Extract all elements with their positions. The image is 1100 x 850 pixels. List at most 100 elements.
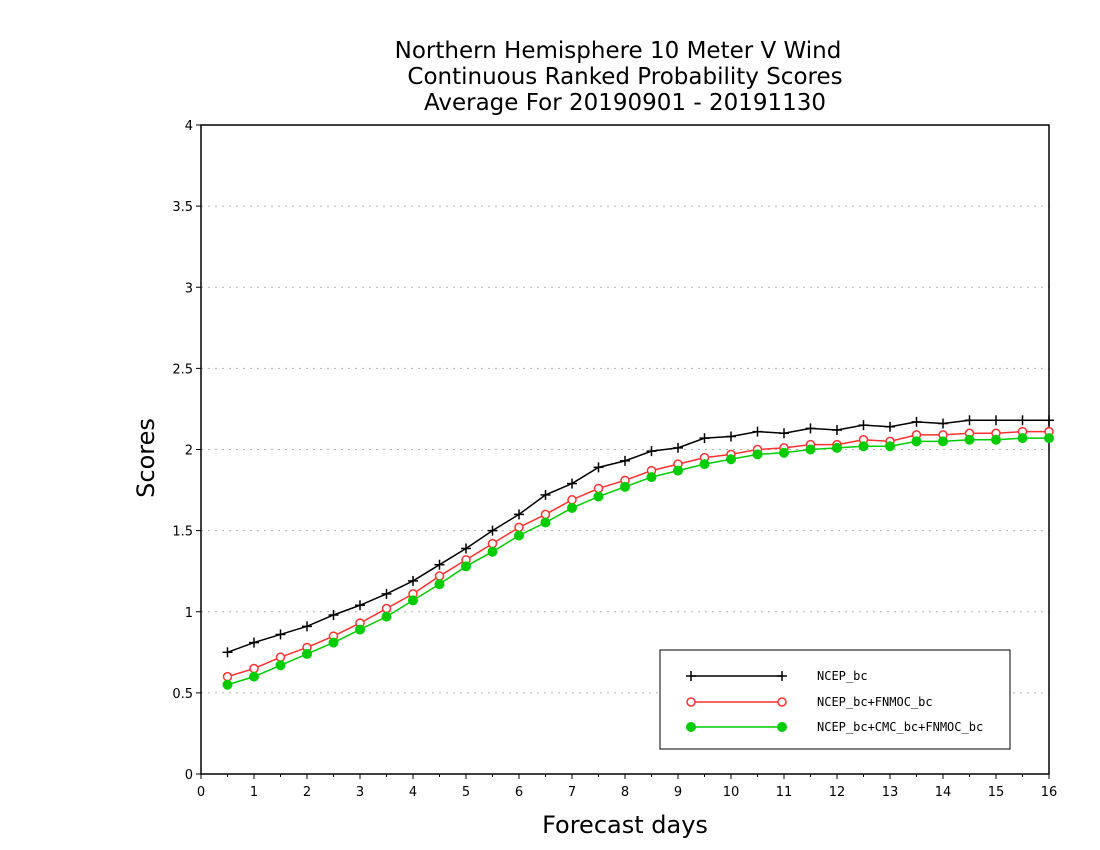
series-2-point-22	[805, 444, 816, 455]
chart-title-line-1: Northern Hemisphere 10 Meter V Wind	[395, 38, 842, 64]
series-1-point-13	[567, 495, 577, 505]
series-2-point-17	[673, 465, 683, 476]
grid-lines	[201, 205, 1049, 694]
series-2-point-14	[593, 491, 604, 502]
y-tick-label-5: 2.5	[172, 362, 193, 377]
series-2-point-2	[275, 660, 286, 671]
series-0-point-3	[302, 621, 312, 632]
series-0-point-26	[911, 416, 922, 427]
series-0-point-23	[832, 425, 842, 436]
legend-entry-0: NCEP_bc	[686, 669, 868, 683]
y-tick-label-1: 0.5	[172, 687, 193, 702]
series-2-point-6	[381, 611, 392, 622]
series-2	[222, 433, 1054, 690]
series-0-point-8	[434, 559, 445, 570]
series-2-point-13	[567, 502, 577, 513]
series-0	[222, 415, 1054, 658]
x-tick-label-2: 2	[303, 785, 311, 800]
series-0-point-19	[726, 431, 736, 442]
series-2-point-16	[646, 472, 657, 483]
x-tick-label-9: 9	[674, 785, 682, 800]
series-2-point-21	[779, 447, 789, 458]
series-0-point-12	[540, 489, 551, 500]
series-0-point-31	[1044, 415, 1054, 426]
series-2-point-30	[1017, 433, 1028, 444]
series-2-point-8	[434, 579, 445, 590]
series-0-point-17	[673, 442, 683, 453]
legend-marker-left-1	[686, 697, 696, 707]
series-0-point-24	[858, 420, 869, 431]
series-2-point-25	[885, 441, 895, 452]
series-1-point-0	[222, 671, 233, 682]
series-0-point-2	[275, 629, 286, 640]
y-tick-label-4: 2	[185, 444, 193, 459]
chart-title-line-3: Average For 20190901 - 20191130	[424, 90, 826, 116]
series-0-point-22	[805, 423, 816, 434]
series-2-point-12	[540, 517, 551, 528]
series-0-point-13	[567, 478, 577, 489]
x-tick-label-6: 6	[515, 785, 523, 800]
series-0-point-28	[964, 415, 975, 426]
series-2-point-31	[1044, 433, 1054, 444]
series-1-point-14	[593, 483, 604, 494]
series-0-point-1	[249, 637, 259, 648]
x-tick-label-8: 8	[621, 785, 629, 800]
legend-label-0: NCEP_bc	[817, 669, 868, 683]
series-2-point-15	[620, 481, 630, 492]
series-0-point-21	[779, 428, 789, 439]
y-tick-label-7: 3.5	[172, 200, 193, 215]
legend-label-2: NCEP_bc+CMC_bc+FNMOC_bc	[817, 720, 983, 734]
series-0-point-18	[699, 433, 710, 444]
x-tick-label-3: 3	[356, 785, 364, 800]
legend-marker-right-0	[777, 671, 787, 681]
series-2-point-11	[514, 530, 524, 541]
series-0-point-6	[381, 588, 392, 599]
series-0-point-4	[328, 609, 339, 620]
series-0-point-30	[1017, 415, 1028, 426]
series-line-0	[227, 419, 1049, 654]
series-2-point-26	[911, 436, 922, 447]
y-tick-label-0: 0	[185, 768, 193, 783]
y-tick-label-3: 1.5	[172, 525, 193, 540]
series-1-point-12	[540, 509, 551, 520]
series-0-point-7	[408, 575, 418, 586]
x-tick-label-11: 11	[776, 785, 793, 800]
series-1-point-2	[275, 652, 286, 662]
series-0-point-27	[938, 418, 948, 429]
legend-marker-left-2	[686, 722, 696, 732]
series-0-point-25	[885, 421, 895, 432]
series-2-point-20	[752, 449, 763, 460]
series-0-point-15	[620, 455, 630, 466]
x-axis: 0 1 2 3 4 5 6 7 8 9 10 11 12 13 14 15 16	[197, 774, 1057, 800]
series-2-point-18	[699, 459, 710, 470]
series-2-point-3	[302, 648, 312, 659]
series-2-point-29	[991, 434, 1001, 445]
x-tick-label-13: 13	[882, 785, 899, 800]
legend: NCEP_bc NCEP_bc+FNMOC_bc NCEP_bc+CMC_bc+FN…	[659, 649, 1011, 750]
series-0-point-11	[514, 509, 524, 520]
x-tick-label-10: 10	[723, 785, 740, 800]
series-1-point-6	[381, 603, 392, 614]
series-1-point-8	[434, 571, 445, 581]
legend-marker-right-2	[777, 722, 787, 732]
legend-box	[659, 649, 1011, 750]
x-tick-label-7: 7	[568, 785, 576, 800]
series-2-point-28	[964, 434, 975, 445]
x-tick-label-12: 12	[829, 785, 846, 800]
x-tick-label-1: 1	[250, 785, 258, 800]
legend-label-1: NCEP_bc+FNMOC_bc	[817, 695, 933, 709]
series-0-point-20	[752, 426, 763, 437]
legend-entry-1: NCEP_bc+FNMOC_bc	[686, 695, 933, 709]
series-0-point-14	[593, 462, 604, 473]
series-2-point-24	[858, 441, 869, 452]
series-0-point-0	[222, 647, 233, 658]
series-0-point-10	[487, 525, 498, 536]
y-axis: 0 0.5 1 1.5 2 2.5 3 3.5 4	[172, 119, 201, 783]
x-tick-label-5: 5	[462, 785, 470, 800]
series-0-point-9	[461, 543, 471, 554]
series-0-point-16	[646, 446, 657, 457]
y-tick-label-6: 3	[185, 281, 193, 296]
chart-title-line-2: Continuous Ranked Probability Scores	[407, 64, 842, 90]
series-1	[222, 426, 1054, 682]
